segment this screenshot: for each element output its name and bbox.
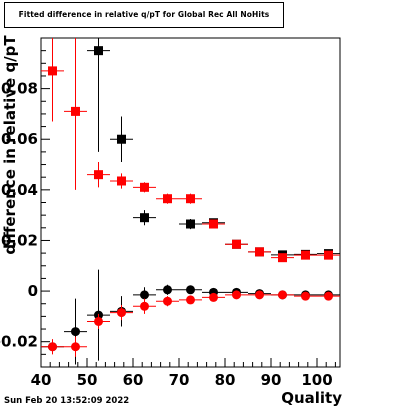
data-point-square	[94, 46, 103, 56]
data-point-circle	[71, 327, 80, 337]
data-point-circle	[140, 290, 149, 300]
y-tick-label: 0.08	[1, 80, 38, 98]
data-point-square	[255, 247, 264, 257]
x-axis-label: Quality	[281, 389, 342, 407]
y-tick-label: 0.02	[1, 231, 38, 249]
data-point-circle	[117, 308, 126, 318]
data-point-square	[48, 66, 57, 76]
data-point-circle	[278, 290, 287, 300]
data-point-circle	[301, 291, 310, 301]
y-tick-label: 0	[28, 282, 38, 300]
data-point-square	[186, 219, 195, 229]
data-point-square	[278, 253, 287, 263]
data-point-circle	[186, 285, 195, 295]
chart-title: Fitted difference in relative q/pT for G…	[18, 10, 270, 19]
y-axis-label: difference in relative q/pT	[1, 35, 19, 255]
data-point-circle	[163, 285, 172, 295]
data-point-circle	[140, 301, 149, 311]
data-point-circle	[232, 290, 241, 300]
data-point-square	[232, 239, 241, 249]
timestamp: Sun Feb 20 13:52:09 2022	[4, 396, 130, 406]
data-point-square	[117, 134, 126, 144]
x-tick-label: 80	[215, 371, 236, 389]
data-point-square	[94, 170, 103, 180]
data-point-square	[301, 250, 310, 260]
data-point-square	[71, 106, 80, 116]
chart-title-box: Fitted difference in relative q/pT for G…	[4, 2, 284, 28]
data-point-square	[209, 219, 218, 229]
data-point-square	[140, 182, 149, 192]
data-point-square	[324, 250, 333, 260]
y-tick-label: 0.06	[1, 130, 38, 148]
data-point-square	[186, 194, 195, 204]
data-point-circle	[94, 316, 103, 326]
x-tick-label: 40	[31, 371, 52, 389]
data-point-circle	[255, 290, 264, 300]
data-point-square	[163, 194, 172, 204]
y-tick-label: -0.02	[0, 333, 38, 351]
x-tick-label: 50	[77, 371, 98, 389]
x-tick-label: 60	[123, 371, 144, 389]
x-tick-label: 70	[169, 371, 190, 389]
data-point-circle	[186, 295, 195, 305]
y-tick-label: 0.04	[1, 181, 38, 199]
x-tick-label: 90	[261, 371, 282, 389]
data-point-square	[117, 176, 126, 186]
data-point-circle	[71, 342, 80, 352]
data-point-square	[140, 213, 149, 223]
data-point-circle	[48, 342, 57, 352]
data-point-circle	[324, 291, 333, 301]
x-tick-label: 100	[301, 371, 332, 389]
data-point-circle	[163, 296, 172, 306]
data-point-circle	[209, 292, 218, 302]
